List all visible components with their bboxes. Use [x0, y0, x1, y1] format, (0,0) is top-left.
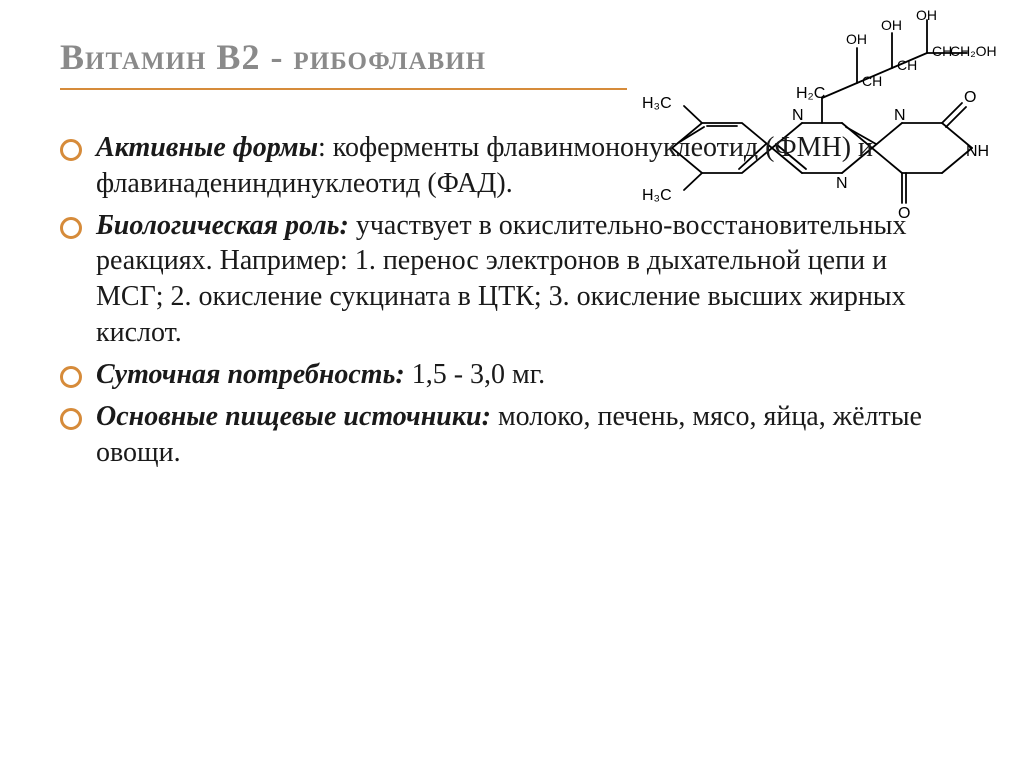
- chem-label-n3: N: [894, 107, 906, 124]
- chem-label-oh3: OH: [916, 8, 937, 23]
- chem-label-n1: N: [792, 107, 804, 124]
- chem-label-nh: NH: [966, 143, 989, 160]
- chem-label-ch2-1: H₂C: [796, 85, 825, 102]
- chem-label-ch-2: CH: [897, 57, 917, 73]
- bullet-label: Основные пищевые источники:: [96, 401, 491, 432]
- chem-label-oh2: OH: [881, 17, 902, 33]
- list-item: Биологическая роль: участвует в окислите…: [60, 208, 937, 351]
- slide: Витамин В2 - рибофлавин: [0, 0, 1024, 767]
- list-item: Активные формы: коферменты флавинмононук…: [60, 130, 937, 202]
- chem-label-o1: O: [964, 89, 976, 106]
- chem-label-h3c-top: H₃C: [642, 95, 672, 112]
- bullet-text: 1,5 - 3,0 мг.: [405, 359, 545, 390]
- list-item: Суточная потребность: 1,5 - 3,0 мг.: [60, 357, 937, 393]
- chem-label-ch2oh: CH₂OH: [950, 43, 997, 59]
- chem-label-ch-1: CH: [862, 73, 882, 89]
- chem-label-oh1: OH: [846, 31, 867, 47]
- bullet-label: Биологическая роль:: [96, 210, 349, 241]
- page-title: Витамин В2 - рибофлавин: [60, 36, 627, 90]
- bullet-label: Суточная потребность:: [96, 359, 405, 390]
- bullet-label: Активные формы: [96, 132, 318, 163]
- bullet-list: Активные формы: коферменты флавинмононук…: [60, 130, 937, 470]
- list-item: Основные пищевые источники: молоко, пече…: [60, 399, 937, 471]
- content-area: Активные формы: коферменты флавинмононук…: [60, 130, 937, 470]
